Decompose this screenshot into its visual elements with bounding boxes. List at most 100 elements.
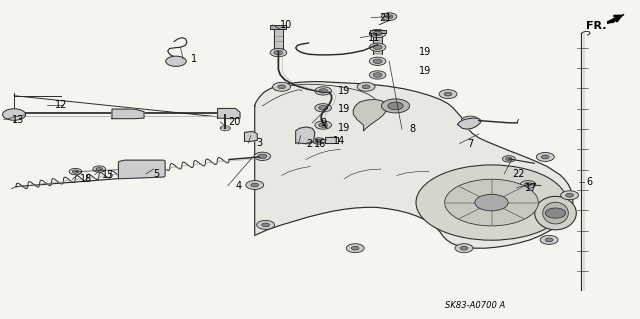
Circle shape — [132, 165, 150, 174]
Circle shape — [319, 106, 328, 110]
Circle shape — [464, 122, 470, 125]
Text: 7: 7 — [467, 138, 474, 149]
Circle shape — [385, 15, 393, 19]
Circle shape — [346, 244, 364, 253]
Text: 20: 20 — [228, 117, 240, 127]
Circle shape — [312, 138, 325, 144]
Text: 13: 13 — [12, 115, 24, 125]
Circle shape — [257, 220, 275, 229]
Polygon shape — [218, 108, 240, 119]
Text: 17: 17 — [525, 182, 537, 193]
Circle shape — [524, 182, 532, 186]
Circle shape — [278, 85, 285, 89]
Circle shape — [369, 57, 386, 65]
Circle shape — [373, 31, 382, 36]
Circle shape — [541, 155, 549, 159]
Circle shape — [461, 121, 474, 127]
Text: 22: 22 — [512, 169, 525, 179]
Circle shape — [362, 85, 370, 89]
Ellipse shape — [543, 202, 568, 224]
Circle shape — [274, 50, 283, 55]
Circle shape — [273, 82, 291, 91]
Text: 9: 9 — [320, 118, 326, 128]
Circle shape — [171, 59, 181, 64]
Circle shape — [326, 137, 337, 142]
Text: 8: 8 — [410, 124, 416, 134]
Circle shape — [329, 138, 334, 141]
Polygon shape — [325, 137, 338, 143]
Text: 4: 4 — [236, 181, 242, 191]
FancyBboxPatch shape — [369, 30, 386, 33]
Circle shape — [388, 102, 403, 110]
Circle shape — [315, 104, 332, 112]
Circle shape — [369, 29, 386, 38]
Circle shape — [369, 71, 386, 79]
Text: 6: 6 — [586, 177, 593, 187]
Circle shape — [416, 165, 567, 240]
Circle shape — [300, 134, 308, 137]
Circle shape — [373, 59, 382, 63]
Circle shape — [381, 13, 397, 20]
Circle shape — [351, 246, 359, 250]
Circle shape — [316, 139, 322, 143]
Circle shape — [467, 119, 474, 122]
Polygon shape — [244, 131, 257, 142]
Text: 5: 5 — [154, 169, 160, 179]
Circle shape — [373, 45, 382, 49]
Circle shape — [536, 152, 554, 161]
Ellipse shape — [535, 196, 576, 230]
Text: SK83-A0700 A: SK83-A0700 A — [445, 301, 505, 310]
Circle shape — [3, 109, 26, 120]
Circle shape — [117, 111, 129, 117]
Circle shape — [439, 90, 457, 99]
Circle shape — [254, 152, 271, 160]
Circle shape — [540, 235, 558, 244]
Circle shape — [262, 223, 269, 227]
Text: 19: 19 — [338, 104, 350, 114]
Circle shape — [369, 43, 386, 51]
Circle shape — [506, 157, 512, 160]
Circle shape — [566, 193, 573, 197]
Text: 14: 14 — [333, 136, 345, 146]
Text: FR.: FR. — [586, 20, 607, 31]
Circle shape — [445, 179, 538, 226]
Text: 19: 19 — [338, 86, 350, 96]
Text: 18: 18 — [80, 174, 92, 184]
Text: 3: 3 — [256, 138, 262, 148]
Circle shape — [270, 48, 287, 57]
Text: 11: 11 — [368, 33, 380, 43]
Circle shape — [545, 208, 566, 218]
Circle shape — [545, 238, 553, 242]
Circle shape — [72, 170, 79, 173]
Circle shape — [296, 132, 312, 139]
Text: 16: 16 — [314, 139, 326, 149]
Polygon shape — [118, 160, 165, 179]
Circle shape — [319, 89, 328, 93]
Circle shape — [93, 166, 106, 172]
Circle shape — [373, 73, 382, 77]
Text: 19: 19 — [419, 66, 431, 76]
Circle shape — [455, 244, 473, 253]
Text: 10: 10 — [280, 20, 292, 30]
Text: 15: 15 — [102, 170, 115, 180]
Text: 21: 21 — [379, 12, 391, 23]
Text: 19: 19 — [338, 122, 350, 133]
Circle shape — [561, 191, 579, 200]
Circle shape — [444, 92, 452, 96]
Circle shape — [251, 183, 259, 187]
Circle shape — [315, 121, 332, 129]
Text: 2: 2 — [306, 139, 312, 149]
Circle shape — [315, 87, 332, 95]
Circle shape — [136, 167, 145, 171]
Circle shape — [461, 116, 479, 125]
Circle shape — [166, 56, 186, 66]
Text: 1: 1 — [191, 54, 197, 64]
Circle shape — [8, 112, 20, 117]
Polygon shape — [607, 14, 624, 23]
Text: 12: 12 — [55, 100, 67, 110]
Polygon shape — [353, 100, 387, 131]
Circle shape — [258, 154, 267, 159]
Polygon shape — [458, 118, 481, 129]
Circle shape — [319, 123, 328, 127]
Circle shape — [502, 156, 515, 162]
